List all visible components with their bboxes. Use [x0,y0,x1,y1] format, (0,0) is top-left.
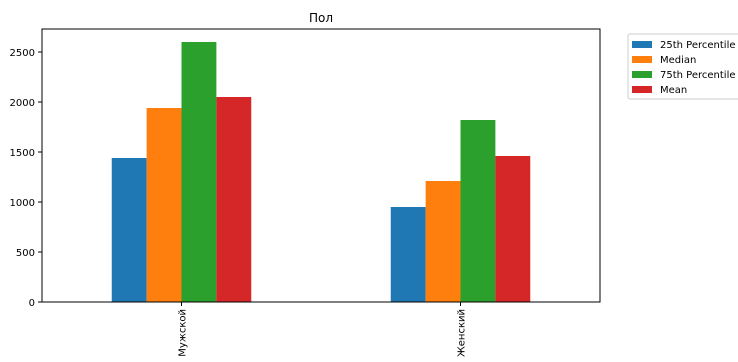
y-tick-label-1: 500 [16,248,35,259]
plot-area: 0 500 1000 1500 2000 2500 Мужской Женский [10,28,601,357]
bar-1-1 [425,181,461,302]
x-tick-label-1: Женский [457,309,468,357]
bar-3-1 [495,156,531,302]
bar-3-0 [216,97,252,302]
axes-frame [41,28,601,303]
y-tick-label-3: 1500 [10,148,35,159]
legend-label-1: Median [660,55,696,66]
legend-label-0: 25th Percentile [660,40,736,51]
legend-box [627,33,738,100]
x-tick-label-0: Мужской [178,309,189,357]
y-tick-label-0: 0 [29,298,35,309]
legend-swatch-2 [632,71,652,78]
legend-swatch-0 [632,41,652,48]
chart-title: Пол [309,11,333,25]
bar-1-0 [146,108,182,302]
legend-swatch-3 [632,86,652,93]
bar-2-0 [181,42,217,302]
y-tick-label-4: 2000 [10,98,35,109]
bar-0-1 [390,207,426,302]
bar-2-1 [460,120,496,302]
legend-label-3: Mean [660,85,687,96]
chart-legend: 25th Percentile Median 75th Percentile Mean [627,33,738,100]
legend-swatch-1 [632,56,652,63]
bar-0-0 [111,158,147,302]
y-tick-label-2: 1000 [10,198,35,209]
legend-label-2: 75th Percentile [660,70,736,81]
y-tick-label-5: 2500 [10,48,35,59]
